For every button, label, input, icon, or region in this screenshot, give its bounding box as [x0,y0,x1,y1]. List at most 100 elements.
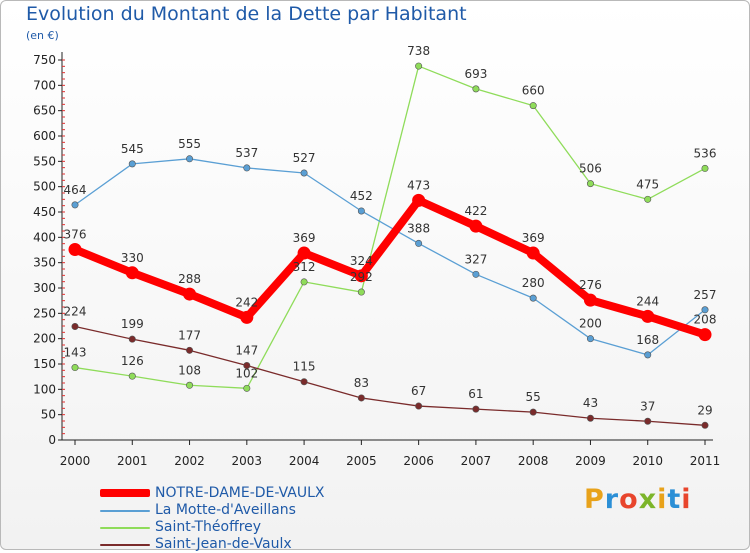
data-label: 242 [235,295,258,309]
data-label: 292 [350,270,373,284]
data-point [297,246,311,260]
data-point [300,278,308,286]
x-tick-label: 2004 [289,454,320,468]
unit-label: (en €) [26,29,59,42]
brand-logo-letter: P [584,484,605,515]
x-tick-label: 2007 [461,454,492,468]
brand-logo-letter: x [638,484,658,515]
y-tick-label: 250 [33,306,56,320]
data-point [701,164,709,172]
data-point [300,169,308,177]
data-point [472,85,480,93]
data-label: 288 [178,272,201,286]
data-label: 208 [694,313,717,327]
y-tick-label: 650 [33,104,56,118]
data-label: 177 [178,328,201,342]
series-line [73,196,707,339]
data-label: 224 [64,305,87,319]
data-point [586,414,594,422]
data-point [357,288,365,296]
data-point [586,180,594,188]
x-tick-label: 2009 [575,454,606,468]
data-label: 369 [522,231,545,245]
data-label: 37 [640,399,655,413]
data-label: 369 [293,231,316,245]
data-point [357,394,365,402]
data-label: 545 [121,142,144,156]
data-point [472,405,480,413]
data-point [526,246,540,260]
data-point [125,266,139,280]
y-tick-label: 100 [33,382,56,396]
data-point [68,242,82,256]
data-label: 102 [235,366,258,380]
data-label: 276 [579,278,602,292]
data-point [240,310,254,324]
data-point [641,309,655,323]
data-point [698,328,712,342]
data-point [415,62,423,70]
data-label: 475 [636,177,659,191]
brand-logo-letter: o [619,484,639,515]
data-point [529,102,537,110]
data-point [529,408,537,416]
data-point [300,378,308,386]
data-point [186,346,194,354]
y-tick-label: 600 [33,129,56,143]
series-line [74,65,706,389]
data-label: 280 [522,276,545,290]
data-point [71,201,79,209]
x-tick-label: 2010 [632,454,663,468]
data-label: 422 [464,204,487,218]
data-label: 693 [464,67,487,81]
data-point [243,164,251,172]
data-label: 506 [579,162,602,176]
data-label: 473 [407,178,430,192]
data-label: 452 [350,189,373,203]
data-point [469,219,483,233]
data-label: 376 [64,227,87,241]
data-label: 108 [178,363,201,377]
x-tick-label: 2005 [346,454,377,468]
x-tick-label: 2011 [690,454,721,468]
y-tick-label: 200 [33,332,56,346]
legend-label: La Motte-d'Aveillans [155,502,296,518]
legend-label: Saint-Théoffrey [155,519,262,535]
data-label: 143 [64,346,87,360]
brand-logo: Proxiti [584,484,692,515]
y-tick-label: 500 [33,180,56,194]
data-label: 324 [350,254,373,268]
data-label: 330 [121,251,144,265]
data-point [128,160,136,168]
data-point [583,293,597,307]
data-label: 168 [636,333,659,347]
data-label: 555 [178,137,201,151]
y-tick-label: 300 [33,281,56,295]
data-label: 199 [121,317,144,331]
data-label: 527 [293,151,316,165]
data-label: 67 [411,384,426,398]
x-tick-label: 2000 [60,454,91,468]
data-point [354,269,368,283]
data-point [243,384,251,392]
data-label: 464 [64,183,87,197]
data-point [701,306,709,314]
brand-logo-letter: r [604,484,620,515]
data-point [243,362,251,370]
x-tick-label: 2001 [117,454,148,468]
data-label: 257 [694,288,717,302]
data-point [529,294,537,302]
chart-title: Evolution du Montant de la Dette par Hab… [26,3,467,25]
data-label: 55 [526,390,541,404]
data-label: 738 [407,44,430,58]
y-tick-label: 0 [48,433,56,447]
data-point [128,372,136,380]
data-point [472,270,480,278]
axes: 0 50 100 150 200 250 300 350 400 450 500 550 600 650 7… [33,52,720,468]
x-tick-label: 2002 [174,454,205,468]
data-label: 312 [293,260,316,274]
y-tick-label: 750 [33,53,56,67]
data-label: 244 [636,294,659,308]
